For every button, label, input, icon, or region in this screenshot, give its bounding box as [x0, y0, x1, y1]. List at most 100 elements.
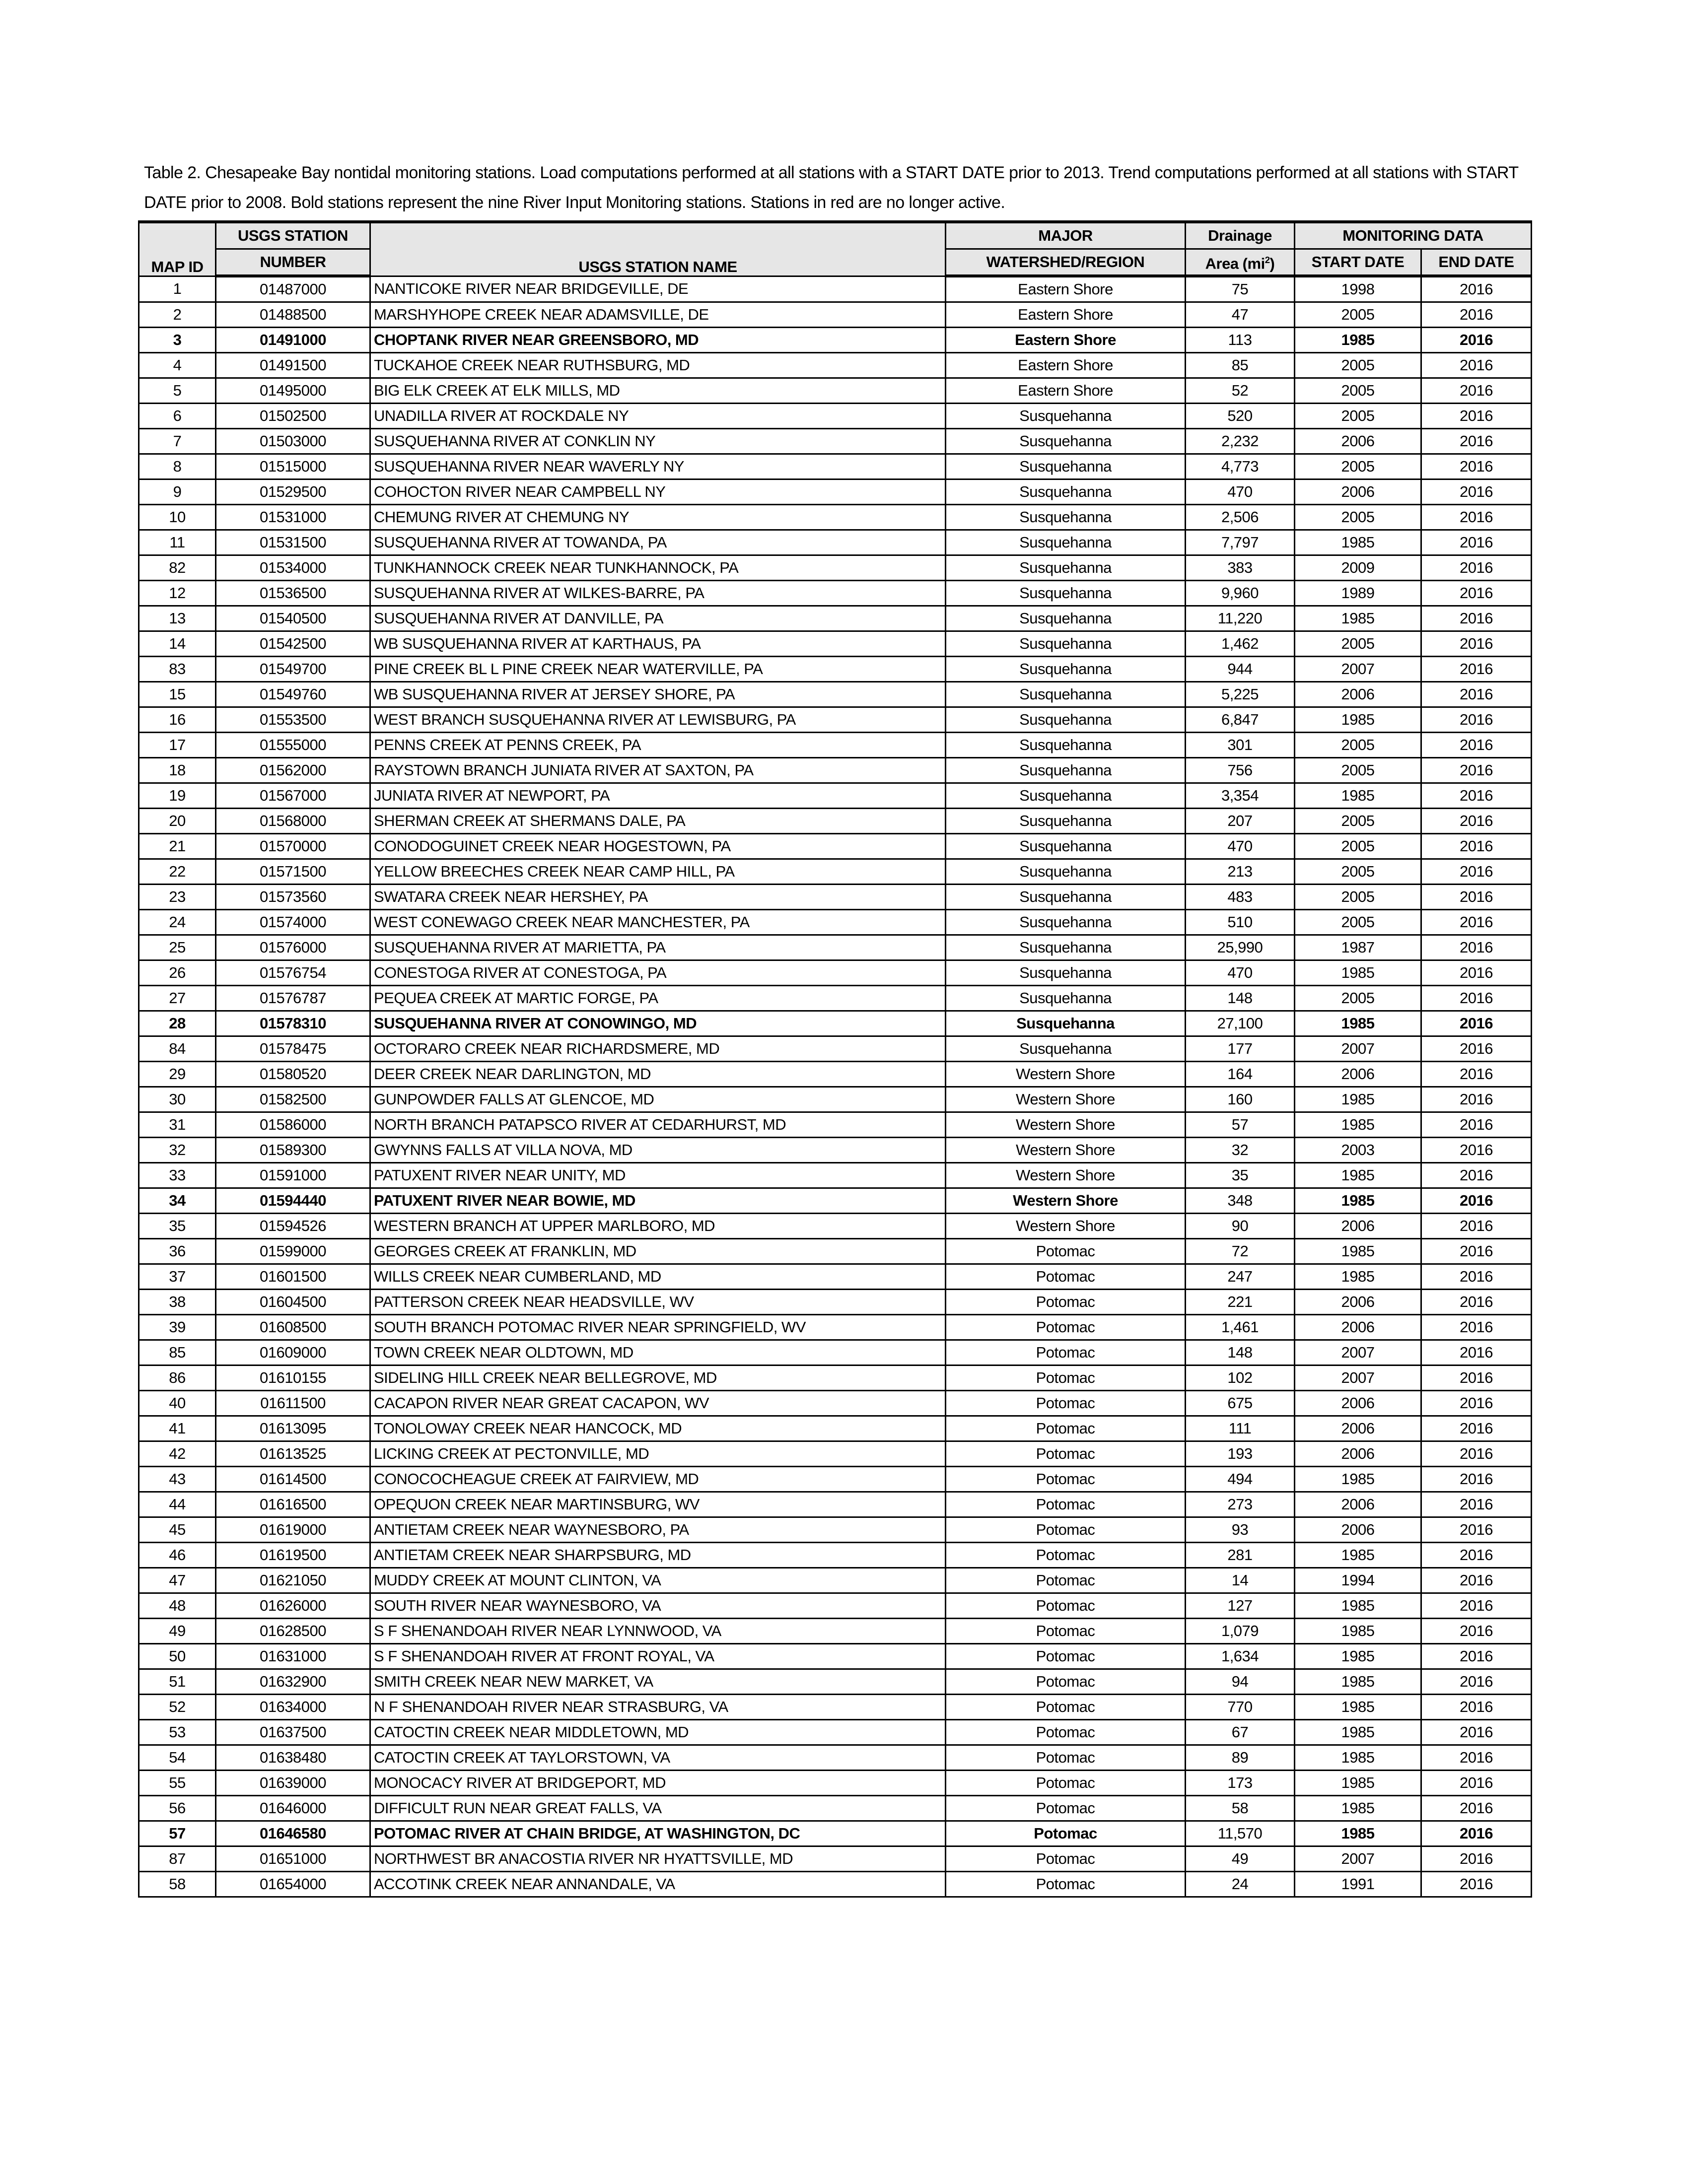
- cell-end-date: 2016: [1420, 959, 1533, 986]
- cell-watershed: Susquehanna: [945, 884, 1186, 910]
- table-row: 43 01614500 CONOCOCHEAGUE CREEK AT FAIRVIE…: [138, 1466, 1533, 1493]
- cell-station-number: 01531500: [215, 529, 371, 556]
- cell-station-number: 01632900: [215, 1668, 371, 1695]
- cell-end-date: 2016: [1420, 1744, 1533, 1771]
- cell-station-name: SOUTH RIVER NEAR WAYNESBORO, VA: [369, 1592, 946, 1619]
- cell-end-date: 2016: [1420, 504, 1533, 531]
- cell-start-date: 2005: [1294, 833, 1422, 860]
- cell-watershed: Susquehanna: [945, 403, 1186, 429]
- cell-station-number: 01578310: [215, 1010, 371, 1037]
- cell-station-number: 01576754: [215, 959, 371, 986]
- table-row: 4 01491500 TUCKAHOE CREEK NEAR RUTHSBURG, …: [138, 352, 1533, 379]
- cell-station-number: 01531000: [215, 504, 371, 531]
- cell-drainage-area: 1,461: [1185, 1314, 1295, 1341]
- cell-start-date: 1985: [1294, 1111, 1422, 1138]
- cell-watershed: Eastern Shore: [945, 327, 1186, 353]
- cell-station-name: SWATARA CREEK NEAR HERSHEY, PA: [369, 884, 946, 910]
- table-row: 6 01502500 UNADILLA RIVER AT ROCKDALE NY Su…: [138, 403, 1533, 429]
- cell-watershed: Potomac: [945, 1516, 1186, 1543]
- cell-start-date: 1985: [1294, 1542, 1422, 1569]
- cell-station-number: 01611500: [215, 1390, 371, 1417]
- cell-station-number: 01619000: [215, 1516, 371, 1543]
- cell-end-date: 2016: [1420, 529, 1533, 556]
- table-row: 32 01589300 GWYNNS FALLS AT VILLA NOVA, MD…: [138, 1137, 1533, 1163]
- cell-watershed: Potomac: [945, 1440, 1186, 1467]
- cell-drainage-area: 11,570: [1185, 1820, 1295, 1847]
- table-row: 57 01646580 POTOMAC RIVER AT CHAIN BRIDGE,…: [138, 1820, 1533, 1847]
- cell-end-date: 2016: [1420, 1111, 1533, 1138]
- cell-station-number: 01502500: [215, 403, 371, 429]
- table-row: 35 01594526 WESTERN BRANCH AT UPPER MARLBO…: [138, 1213, 1533, 1239]
- cell-start-date: 1985: [1294, 706, 1422, 733]
- cell-watershed: Potomac: [945, 1618, 1186, 1644]
- cell-start-date: 2005: [1294, 909, 1422, 936]
- cell-map-id: 57: [138, 1820, 216, 1847]
- cell-map-id: 4: [138, 352, 216, 379]
- cell-end-date: 2016: [1420, 1845, 1533, 1872]
- cell-station-number: 01613525: [215, 1440, 371, 1467]
- cell-map-id: 7: [138, 428, 216, 455]
- cell-start-date: 2006: [1294, 1516, 1422, 1543]
- cell-watershed: Susquehanna: [945, 580, 1186, 607]
- cell-drainage-area: 1,079: [1185, 1618, 1295, 1644]
- cell-station-number: 01646580: [215, 1820, 371, 1847]
- cell-start-date: 2005: [1294, 732, 1422, 758]
- cell-drainage-area: 148: [1185, 1339, 1295, 1366]
- cell-drainage-area: 348: [1185, 1187, 1295, 1214]
- cell-map-id: 28: [138, 1010, 216, 1037]
- table-row: 10 01531000 CHEMUNG RIVER AT CHEMUNG NY Sus…: [138, 504, 1533, 531]
- cell-station-number: 01567000: [215, 782, 371, 809]
- cell-map-id: 52: [138, 1694, 216, 1720]
- cell-station-number: 01570000: [215, 833, 371, 860]
- header-monitoring-data: MONITORING DATA: [1293, 220, 1533, 250]
- cell-start-date: 2006: [1294, 478, 1422, 505]
- cell-start-date: 2005: [1294, 403, 1422, 429]
- cell-end-date: 2016: [1420, 1061, 1533, 1088]
- cell-watershed: Western Shore: [945, 1086, 1186, 1113]
- cell-station-name: NORTH BRANCH PATAPSCO RIVER AT CEDARHURS…: [369, 1111, 946, 1138]
- cell-map-id: 15: [138, 681, 216, 708]
- cell-station-number: 01638480: [215, 1744, 371, 1771]
- drainage-unit-close: ): [1269, 255, 1275, 273]
- cell-station-number: 01637500: [215, 1719, 371, 1746]
- cell-start-date: 1985: [1294, 1263, 1422, 1290]
- cell-watershed: Western Shore: [945, 1111, 1186, 1138]
- cell-station-name: TUNKHANNOCK CREEK NEAR TUNKHANNOCK, PA: [369, 554, 946, 581]
- cell-end-date: 2016: [1420, 1238, 1533, 1265]
- cell-station-name: DIFFICULT RUN NEAR GREAT FALLS, VA: [369, 1795, 946, 1822]
- cell-station-name: N F SHENANDOAH RIVER NEAR STRASBURG, VA: [369, 1694, 946, 1720]
- cell-start-date: 2007: [1294, 1035, 1422, 1062]
- cell-station-name: PINE CREEK BL L PINE CREEK NEAR WATERVIL…: [369, 656, 946, 682]
- cell-start-date: 1985: [1294, 1770, 1422, 1796]
- cell-watershed: Potomac: [945, 1289, 1186, 1315]
- table-row: 85 01609000 TOWN CREEK NEAR OLDTOWN, MD Pot…: [138, 1339, 1533, 1366]
- cell-end-date: 2016: [1420, 377, 1533, 404]
- cell-watershed: Susquehanna: [945, 428, 1186, 455]
- cell-station-name: MARSHYHOPE CREEK NEAR ADAMSVILLE, DE: [369, 301, 946, 328]
- cell-end-date: 2016: [1420, 1795, 1533, 1822]
- header-watershed-top: MAJOR: [945, 220, 1186, 250]
- cell-map-id: 21: [138, 833, 216, 860]
- cell-watershed: Potomac: [945, 1390, 1186, 1417]
- cell-station-number: 01571500: [215, 858, 371, 885]
- table-row: 44 01616500 OPEQUON CREEK NEAR MARTINSBURG…: [138, 1491, 1533, 1518]
- cell-station-name: YELLOW BREECHES CREEK NEAR CAMP HILL, PA: [369, 858, 946, 885]
- cell-end-date: 2016: [1420, 1542, 1533, 1569]
- cell-map-id: 55: [138, 1770, 216, 1796]
- cell-station-name: SHERMAN CREEK AT SHERMANS DALE, PA: [369, 808, 946, 834]
- cell-start-date: 1985: [1294, 1592, 1422, 1619]
- cell-map-id: 3: [138, 327, 216, 353]
- cell-drainage-area: 35: [1185, 1162, 1295, 1189]
- cell-drainage-area: 494: [1185, 1466, 1295, 1493]
- table-row: 3 01491000 CHOPTANK RIVER NEAR GREENSBORO,…: [138, 327, 1533, 353]
- cell-end-date: 2016: [1420, 1213, 1533, 1239]
- cell-watershed: Potomac: [945, 1415, 1186, 1442]
- cell-map-id: 51: [138, 1668, 216, 1695]
- cell-end-date: 2016: [1420, 808, 1533, 834]
- cell-station-name: S F SHENANDOAH RIVER NEAR LYNNWOOD, VA: [369, 1618, 946, 1644]
- cell-start-date: 2005: [1294, 352, 1422, 379]
- table-row: 2 01488500 MARSHYHOPE CREEK NEAR ADAMSVILL…: [138, 301, 1533, 328]
- cell-station-number: 01562000: [215, 757, 371, 784]
- table-row: 19 01567000 JUNIATA RIVER AT NEWPORT, PA Su…: [138, 782, 1533, 809]
- cell-station-number: 01604500: [215, 1289, 371, 1315]
